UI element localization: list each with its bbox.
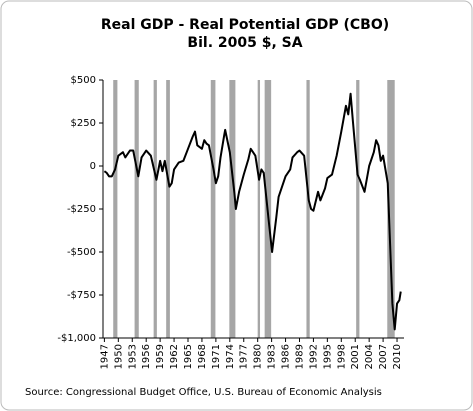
x-tick-label: 1947 <box>99 344 110 369</box>
x-tick-label: 1950 <box>113 344 124 369</box>
y-tick-label: -$1,000 <box>57 333 96 344</box>
x-tick-label: 1995 <box>322 344 333 369</box>
recession-band <box>387 80 395 338</box>
chart-title: Real GDP - Real Potential GDP (CBO) <box>101 17 389 33</box>
chart-subtitle: Bil. 2005 $, SA <box>187 35 302 51</box>
recession-band <box>257 80 261 338</box>
recession-band <box>306 80 310 338</box>
recession-band <box>134 80 139 338</box>
recession-band <box>166 80 170 338</box>
x-tick-label: 1956 <box>141 344 152 369</box>
recession-band <box>356 80 360 338</box>
x-tick-label: 1974 <box>225 344 236 369</box>
y-tick-label: -$500 <box>67 247 96 258</box>
y-tick-label: -$250 <box>67 204 96 215</box>
x-tick-label: 1983 <box>267 344 278 369</box>
x-tick-label: 1986 <box>281 344 292 369</box>
recession-band <box>229 80 236 338</box>
x-tick-label: 1971 <box>211 344 222 369</box>
x-tick-label: 1962 <box>169 344 180 369</box>
source-note: Source: Congressional Budget Office, U.S… <box>25 387 382 398</box>
x-tick-label: 1959 <box>155 344 166 369</box>
y-tick-label: $500 <box>71 75 96 86</box>
x-tick-label: 1968 <box>197 344 208 369</box>
data-line <box>103 92 402 331</box>
x-tick-label: 1998 <box>336 344 347 369</box>
recession-band <box>113 80 118 338</box>
x-tick-label: 1992 <box>308 344 319 369</box>
recession-band <box>153 80 157 338</box>
x-tick-label: 1953 <box>127 344 138 369</box>
y-tick-label: 0 <box>90 161 96 172</box>
x-tick-label: 2010 <box>392 344 403 369</box>
x-tick-label: 2004 <box>364 344 375 369</box>
x-tick-label: 1965 <box>183 344 194 369</box>
recession-band <box>210 80 216 338</box>
x-tick-label: 2007 <box>378 344 389 369</box>
y-tick-label: $250 <box>71 118 96 129</box>
y-tick-label: -$750 <box>67 290 96 301</box>
x-tick-label: 1989 <box>294 344 305 369</box>
x-tick-label: 2001 <box>350 344 361 369</box>
x-tick-label: 1980 <box>253 344 264 369</box>
x-tick-label: 1977 <box>239 344 250 369</box>
